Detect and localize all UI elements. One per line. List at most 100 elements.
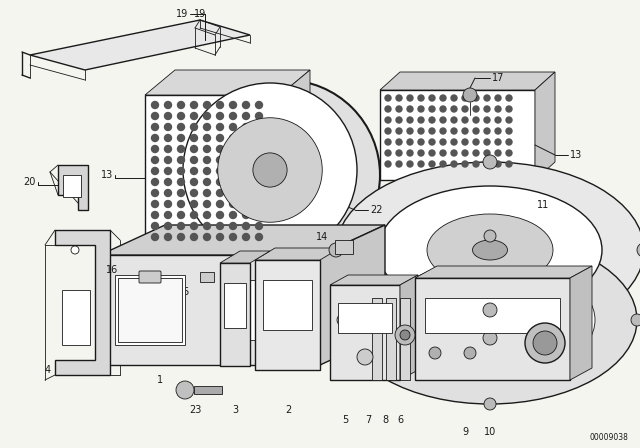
Circle shape (255, 112, 262, 120)
Circle shape (429, 106, 435, 112)
Text: 00009038: 00009038 (590, 434, 629, 443)
Circle shape (152, 233, 159, 241)
Text: 6: 6 (397, 415, 403, 425)
Bar (145, 95, 280, 255)
Circle shape (473, 161, 479, 167)
Circle shape (230, 134, 237, 142)
Circle shape (429, 95, 435, 101)
Circle shape (407, 95, 413, 101)
Circle shape (152, 112, 159, 120)
Circle shape (204, 178, 211, 185)
Text: 19: 19 (176, 9, 188, 19)
Circle shape (164, 112, 172, 120)
Circle shape (473, 117, 479, 123)
Circle shape (484, 106, 490, 112)
Circle shape (483, 331, 497, 345)
Circle shape (164, 211, 172, 219)
Circle shape (204, 156, 211, 164)
Circle shape (533, 331, 557, 355)
Circle shape (152, 124, 159, 130)
Circle shape (177, 178, 184, 185)
Text: 5: 5 (342, 415, 348, 425)
Circle shape (473, 95, 479, 101)
Circle shape (243, 233, 250, 241)
Circle shape (484, 139, 490, 145)
Circle shape (230, 112, 237, 120)
Circle shape (204, 102, 211, 108)
Text: 17: 17 (492, 73, 504, 83)
Circle shape (451, 150, 457, 156)
Circle shape (164, 190, 172, 197)
Circle shape (176, 381, 194, 399)
Circle shape (243, 102, 250, 108)
Polygon shape (255, 248, 340, 260)
Circle shape (451, 161, 457, 167)
Circle shape (473, 106, 479, 112)
Circle shape (495, 117, 501, 123)
Circle shape (177, 134, 184, 142)
Circle shape (255, 102, 262, 108)
Circle shape (385, 117, 391, 123)
Circle shape (495, 106, 501, 112)
Circle shape (152, 168, 159, 175)
Circle shape (253, 153, 287, 187)
Circle shape (396, 139, 402, 145)
Circle shape (418, 128, 424, 134)
Text: 21: 21 (442, 325, 454, 335)
Bar (330, 285, 400, 380)
Circle shape (216, 211, 223, 219)
Circle shape (216, 156, 223, 164)
Circle shape (396, 150, 402, 156)
Circle shape (395, 325, 415, 345)
Circle shape (204, 112, 211, 120)
Circle shape (329, 243, 343, 257)
Circle shape (385, 161, 391, 167)
Circle shape (473, 128, 479, 134)
Circle shape (164, 223, 172, 229)
Circle shape (230, 201, 237, 207)
Circle shape (637, 243, 640, 257)
Circle shape (243, 178, 250, 185)
Circle shape (407, 150, 413, 156)
Circle shape (243, 112, 250, 120)
Circle shape (164, 146, 172, 152)
Circle shape (462, 150, 468, 156)
Polygon shape (330, 275, 418, 285)
Circle shape (418, 150, 424, 156)
Circle shape (429, 161, 435, 167)
Circle shape (495, 139, 501, 145)
Text: 4: 4 (45, 365, 51, 375)
Circle shape (243, 134, 250, 142)
Circle shape (191, 156, 198, 164)
Circle shape (407, 117, 413, 123)
Circle shape (385, 150, 391, 156)
Circle shape (230, 168, 237, 175)
Circle shape (230, 102, 237, 108)
Circle shape (71, 246, 79, 254)
Circle shape (216, 134, 223, 142)
Circle shape (164, 233, 172, 241)
Circle shape (191, 134, 198, 142)
Circle shape (396, 95, 402, 101)
Circle shape (243, 168, 250, 175)
Circle shape (506, 128, 512, 134)
Circle shape (407, 161, 413, 167)
Circle shape (230, 190, 237, 197)
Circle shape (152, 201, 159, 207)
Circle shape (204, 223, 211, 229)
Circle shape (230, 124, 237, 130)
Circle shape (418, 106, 424, 112)
Text: 8: 8 (382, 415, 388, 425)
Circle shape (216, 112, 223, 120)
Circle shape (462, 128, 468, 134)
Polygon shape (145, 70, 310, 95)
Circle shape (216, 168, 223, 175)
Ellipse shape (336, 162, 640, 338)
Circle shape (462, 161, 468, 167)
Circle shape (255, 190, 262, 197)
Bar (194, 386, 222, 394)
Bar (335, 240, 353, 254)
Circle shape (255, 134, 262, 142)
Circle shape (396, 117, 402, 123)
Circle shape (440, 150, 446, 156)
